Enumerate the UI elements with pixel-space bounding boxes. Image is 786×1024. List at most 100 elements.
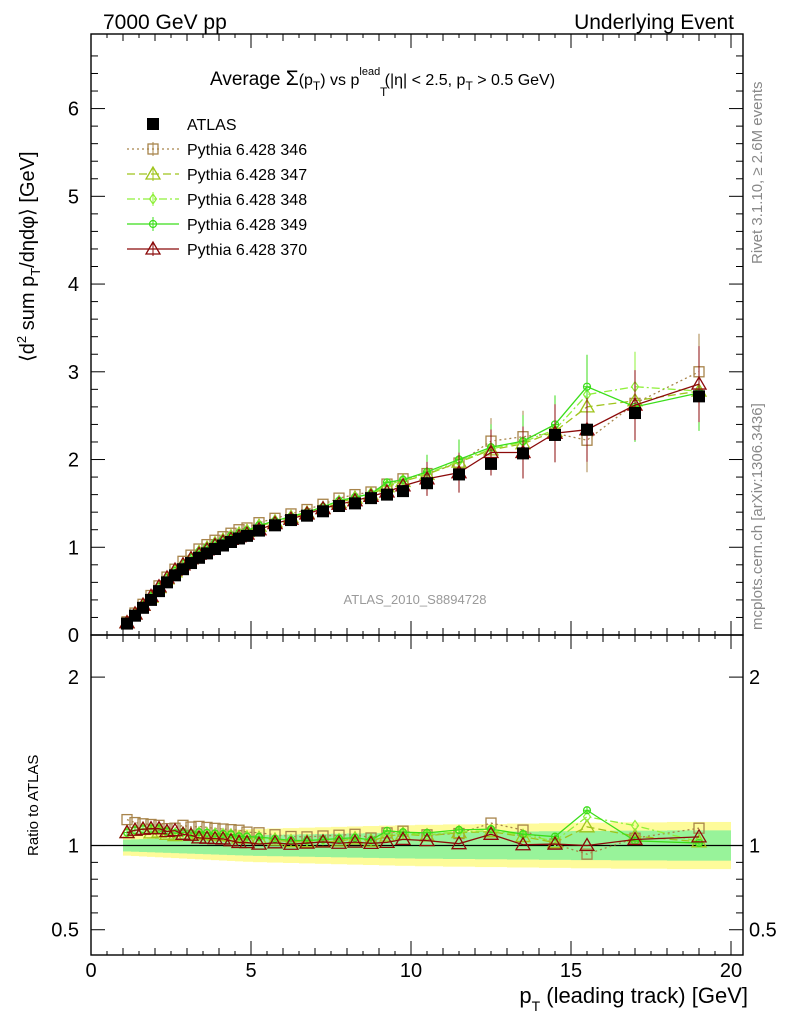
marker-diamond-open [194, 826, 204, 839]
marker-triangle-open [690, 375, 708, 390]
marker-circle-cross [582, 806, 592, 815]
y-tick-label: 2 [68, 450, 79, 472]
ratio-y-axis-label: Ratio to ATLAS [25, 755, 42, 856]
marker-diamond-open [582, 810, 592, 823]
marker-square-filled [397, 485, 409, 498]
marker-diamond-open [630, 819, 640, 832]
marker-square-filled [629, 407, 641, 420]
marker-triangle-open [166, 822, 184, 837]
marker-triangle-open [378, 834, 396, 849]
marker-triangle-open [182, 826, 200, 841]
series-line [126, 371, 700, 623]
marker-triangle-open [578, 837, 596, 852]
legend: ATLAS Pythia 6.428 346 Pythia 6.428 347 Pyt… [127, 117, 307, 259]
marker-triangle-open [222, 832, 240, 847]
marker-circle-cross [694, 838, 704, 848]
marker-triangle-open [206, 830, 224, 845]
marker-triangle-open [314, 833, 332, 848]
marker-triangle-open [282, 835, 300, 850]
analysis-watermark: ATLAS_2010_S8894728 [344, 592, 487, 607]
ratio-y-tick-label-right: 1 [749, 836, 760, 858]
y-tick-label: 0 [68, 625, 79, 647]
x-tick-label: 15 [560, 960, 582, 982]
marker-square-filled [549, 428, 561, 441]
x-tick-label: 20 [720, 960, 742, 982]
marker-square-open [581, 848, 593, 860]
marker-square-filled [269, 519, 281, 532]
x-tick-label: 0 [85, 960, 96, 982]
marker-diamond-open [226, 828, 236, 841]
marker-circle-cross [454, 825, 464, 834]
legend-entry-label: Pythia 6.428 348 [187, 192, 307, 209]
marker-triangle-open [578, 818, 596, 833]
marker-triangle-open [514, 836, 532, 851]
rivet-label: Rivet 3.1.10, ≥ 2.6M events [749, 82, 766, 265]
marker-triangle-open [690, 828, 708, 843]
marker-triangle-open [150, 820, 168, 835]
marker-square-filled [301, 509, 313, 522]
marker-triangle-open [362, 835, 380, 850]
marker-triangle-open [330, 834, 348, 849]
legend-entry-label: Pythia 6.428 349 [187, 217, 307, 234]
marker-square-filled [421, 477, 433, 490]
marker-triangle-open [298, 834, 316, 849]
marker-triangle-open [482, 444, 500, 459]
marker-square-filled [453, 468, 465, 481]
x-tick-label: 10 [400, 960, 422, 982]
x-axis-label: pT (leading track) [GeV] [519, 983, 748, 1014]
marker-diamond-open [148, 192, 158, 206]
y-tick-label: 5 [68, 186, 79, 208]
marker-square-filled [517, 447, 529, 460]
marker-diamond-open [270, 832, 280, 845]
ratio-series-line [126, 826, 700, 844]
marker-triangle-open [144, 240, 162, 255]
ratio-y-tick-label-right: 0.5 [749, 920, 777, 942]
marker-triangle-open [394, 831, 412, 846]
ratio-frame [90, 634, 744, 956]
ratio-series [118, 806, 708, 860]
marker-triangle-open [482, 826, 500, 840]
marker-square-open [147, 143, 159, 155]
title-lead-sub: T [380, 85, 388, 99]
y-tick-label: 6 [68, 99, 79, 121]
legend-entry-label: ATLAS [187, 117, 237, 134]
marker-square-filled [333, 500, 345, 513]
marker-triangle-open [238, 834, 256, 849]
marker-triangle-open [346, 833, 364, 848]
marker-triangle-open [250, 835, 268, 850]
marker-triangle-open [626, 831, 644, 846]
ratio-y-tick-label-left: 2 [68, 667, 79, 689]
marker-triangle-open [198, 829, 216, 844]
legend-entry-label: Pythia 6.428 346 [187, 142, 307, 159]
marker-triangle-open [190, 829, 208, 844]
y-axis-label: ⟨d2 sum pT/dηdφ⟩ [GeV] [14, 151, 43, 362]
header-left: 7000 GeV pp [103, 11, 227, 34]
marker-diamond-open [242, 830, 252, 843]
ratio-y-tick-label-left: 0.5 [51, 920, 79, 942]
marker-square-filled [581, 423, 593, 436]
series-line [126, 390, 700, 624]
marker-square-filled [365, 492, 377, 505]
marker-diamond-open [286, 834, 296, 847]
marker-triangle-open [418, 832, 436, 847]
ratio-y-tick-label-left: 1 [68, 836, 79, 858]
marker-square-filled [285, 514, 297, 527]
chart-title: Average Σ(pT) vs plead (|η| < 2.5, pT > … [210, 66, 555, 93]
marker-square-filled [317, 505, 329, 518]
legend-entry-label: Pythia 6.428 347 [187, 167, 307, 184]
mcplots-label: mcplots.cern.ch [arXiv:1306.3436] [749, 403, 766, 630]
marker-square-filled [381, 488, 393, 501]
y-tick-label: 4 [68, 274, 79, 296]
main-series [118, 333, 708, 630]
marker-triangle-open [144, 165, 162, 180]
marker-triangle-open [546, 835, 564, 850]
marker-triangle-open [142, 820, 160, 835]
y-tick-label: 1 [68, 537, 79, 559]
marker-diamond-open [234, 830, 244, 843]
marker-square-filled [693, 390, 705, 403]
marker-triangle-open [266, 834, 284, 849]
header-right: Underlying Event [574, 11, 734, 34]
marker-square-filled [147, 118, 159, 130]
marker-triangle-open [174, 826, 192, 840]
